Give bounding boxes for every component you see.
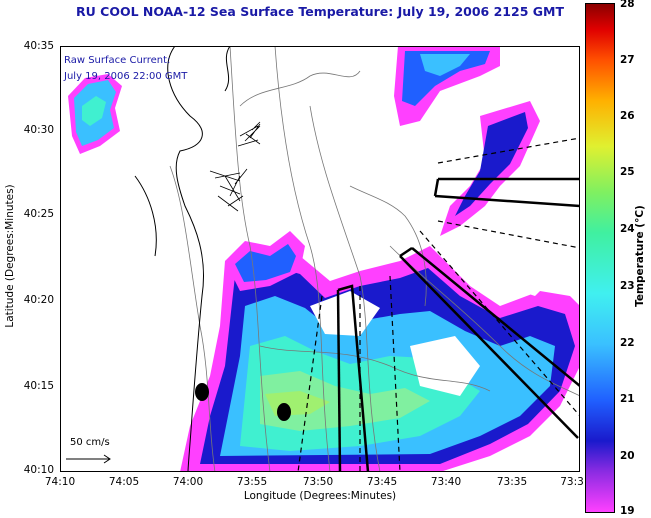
colorbar-tick: 26	[620, 110, 635, 122]
sst-patch	[260, 371, 430, 431]
x-axis-title: Longitude (Degrees:Minutes)	[243, 490, 397, 502]
x-tick: 73:35	[496, 476, 528, 488]
sst-patch	[235, 244, 296, 282]
scale-label: 50 cm/s	[70, 437, 110, 448]
y-axis-title: Latitude (Degrees:Minutes)	[4, 184, 16, 328]
legend-line1: Raw Surface Current:	[64, 55, 171, 66]
map-title: RU COOL NOAA-12 Sea Surface Temperature:…	[76, 4, 564, 19]
radar-coverage-boxes	[336, 177, 580, 472]
legend-line2: July 19, 2006 22:00 GMT	[64, 71, 188, 82]
scale-arrow	[66, 454, 111, 464]
bathymetry-contours	[169, 46, 580, 472]
colorbar-title: Temperature (°C)	[634, 205, 646, 307]
x-tick: 73:55	[236, 476, 268, 488]
x-tick: 74:10	[44, 476, 76, 488]
station-marker	[277, 403, 291, 421]
cloud-gap	[500, 246, 560, 296]
x-tick: 73:50	[302, 476, 334, 488]
colorbar-tick: 28	[620, 0, 635, 10]
cloud-gap	[310, 291, 380, 336]
map-plot-area[interactable]	[60, 46, 580, 472]
sst-map	[66, 46, 580, 472]
y-tick: 40:10	[23, 464, 54, 476]
x-tick: 73:3	[560, 476, 584, 488]
current-vectors	[209, 121, 261, 212]
sst-patches	[68, 46, 580, 472]
sst-patch	[82, 96, 106, 126]
colorbar-tick: 22	[620, 337, 635, 349]
y-tick: 40:30	[23, 124, 54, 136]
x-tick: 73:40	[430, 476, 462, 488]
station-marker	[195, 383, 209, 401]
colorbar-tick: 25	[620, 166, 635, 178]
y-tick: 40:20	[23, 294, 54, 306]
colorbar-tick: 23	[620, 280, 635, 292]
colorbar-tick: 27	[620, 54, 635, 66]
x-tick: 74:05	[108, 476, 140, 488]
coastline	[134, 46, 231, 472]
colorbar-tick: 20	[620, 450, 635, 462]
temperature-colorbar	[585, 3, 615, 513]
cloud-gap	[410, 336, 480, 396]
colorbar-tick: 24	[620, 223, 635, 235]
y-tick: 40:15	[23, 380, 54, 392]
colorbar-tick: 19	[620, 505, 635, 517]
y-tick: 40:25	[23, 208, 54, 220]
sst-patch	[420, 54, 470, 76]
sst-patch	[455, 112, 528, 216]
x-tick: 74:00	[172, 476, 204, 488]
x-tick: 73:45	[366, 476, 398, 488]
y-tick: 40:35	[23, 40, 54, 52]
colorbar-tick: 21	[620, 393, 635, 405]
